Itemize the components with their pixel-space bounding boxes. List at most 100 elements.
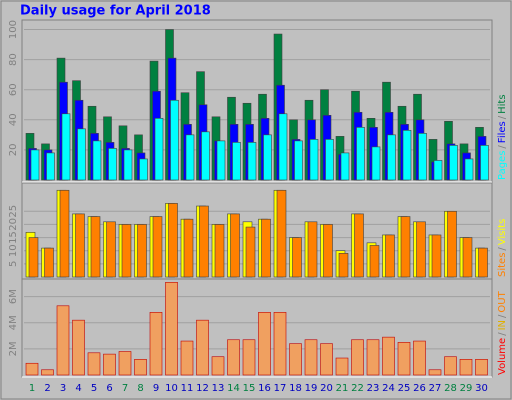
bar <box>273 312 287 376</box>
y-tick-label: 4M <box>8 315 19 330</box>
bar <box>44 247 54 278</box>
legend-separator: / <box>497 247 508 251</box>
bar <box>72 319 85 376</box>
x-tick-label: 5 <box>91 383 97 394</box>
x-tick-label: 17 <box>274 383 287 394</box>
bar <box>278 113 288 181</box>
bar <box>323 224 333 278</box>
x-tick-label: 6 <box>106 383 112 394</box>
legend-entry: IN <box>497 320 508 330</box>
bar <box>433 160 443 181</box>
bar <box>59 189 70 278</box>
legend-separator: / <box>497 332 508 336</box>
x-tick-label: 22 <box>351 383 364 394</box>
bar <box>152 216 163 278</box>
x-tick-label: 8 <box>137 383 143 394</box>
x-tick-label: 3 <box>60 383 66 394</box>
x-tick-label: 27 <box>429 383 442 394</box>
bar <box>292 237 302 278</box>
bar <box>447 210 457 278</box>
bar <box>428 369 442 376</box>
bar <box>307 221 318 278</box>
bar <box>261 218 271 278</box>
x-tick-label: 29 <box>460 383 473 394</box>
bar <box>183 218 194 278</box>
x-tick-label: 7 <box>122 383 128 394</box>
x-tick-label: 28 <box>444 383 457 394</box>
y-tick-label: 25 <box>8 205 19 218</box>
legend-entry: Sites <box>497 253 508 277</box>
bar <box>168 203 178 278</box>
bar <box>41 369 54 376</box>
bar <box>340 152 350 181</box>
bar <box>431 234 442 278</box>
bar <box>304 339 318 376</box>
bar <box>335 357 349 376</box>
y-tick-label: 20 <box>8 144 19 157</box>
bar <box>123 149 133 181</box>
bar <box>387 134 396 181</box>
bar <box>25 362 39 376</box>
bar <box>134 359 147 376</box>
bar <box>416 221 426 278</box>
bar <box>242 339 256 376</box>
x-tick-label: 20 <box>320 383 333 394</box>
bar <box>87 352 101 376</box>
bar <box>121 224 132 278</box>
y-tick-label: 6M <box>8 289 19 304</box>
x-tick-label: 15 <box>243 383 256 394</box>
bar <box>149 312 163 376</box>
x-tick-label: 4 <box>75 383 81 394</box>
y-tick-label: 15 <box>8 231 19 244</box>
legend-entry: Volume <box>497 338 508 375</box>
x-tick-label: 12 <box>196 383 209 394</box>
bar <box>216 140 226 181</box>
bar <box>462 237 473 278</box>
bar <box>28 237 39 278</box>
x-tick-label: 24 <box>382 383 395 394</box>
bar <box>201 131 210 181</box>
bar <box>180 340 194 376</box>
bar <box>196 319 209 376</box>
legend: Pages / Files / Hits <box>497 94 508 180</box>
bar <box>247 142 257 181</box>
y-tick-label: 2M <box>8 341 19 356</box>
bar <box>338 253 349 278</box>
bar <box>294 140 303 181</box>
bar <box>185 134 195 181</box>
bar <box>139 158 148 181</box>
bar <box>227 339 240 376</box>
bar <box>400 216 411 278</box>
bar <box>413 340 426 376</box>
legend-separator: / <box>497 314 508 318</box>
bar <box>480 145 489 181</box>
legend: Sites /Visits <box>497 219 508 277</box>
x-tick-label: 19 <box>305 383 318 394</box>
bar <box>75 213 85 278</box>
legend-entry: OUT <box>497 290 508 312</box>
legend-entry: Hits <box>497 94 508 113</box>
x-tick-label: 14 <box>227 383 240 394</box>
bar <box>165 282 178 376</box>
bar <box>276 189 287 278</box>
chart-title: Daily usage for April 2018 <box>20 4 211 19</box>
x-tick-label: 21 <box>336 383 349 394</box>
bar <box>61 113 71 181</box>
bar <box>418 133 427 181</box>
y-tick-label: 5 <box>8 261 19 267</box>
bar <box>232 142 241 181</box>
bar <box>351 339 364 376</box>
x-tick-label: 26 <box>413 383 426 394</box>
bar <box>478 247 488 278</box>
bar <box>90 216 101 278</box>
bar <box>199 205 209 278</box>
bar <box>77 128 86 181</box>
legend-separator: / <box>497 115 508 119</box>
bar <box>56 305 70 376</box>
bar <box>402 130 412 181</box>
bar <box>92 140 102 181</box>
bar <box>385 234 395 278</box>
y-tick-label: 40 <box>8 113 19 126</box>
